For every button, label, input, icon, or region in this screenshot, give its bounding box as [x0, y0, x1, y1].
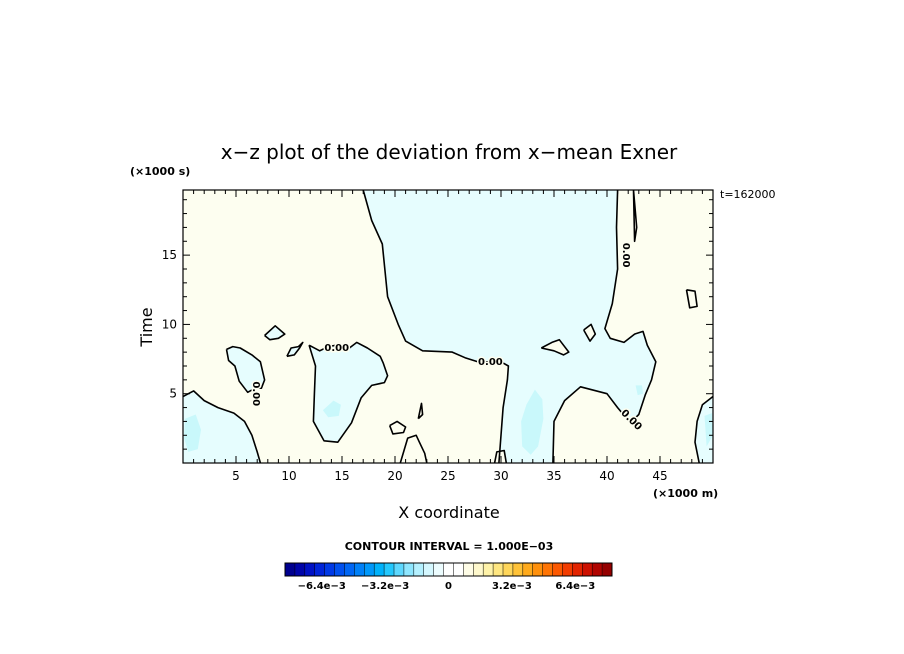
- contour-line-2: [183, 390, 262, 463]
- colorbar-swatch-1: [294, 563, 306, 576]
- shaded-region-5: [264, 325, 285, 340]
- x-tick-label: 25: [440, 469, 455, 483]
- contour-line-1: [552, 190, 657, 463]
- colorbar-swatch-18: [463, 563, 474, 576]
- colorbar-swatch-15: [433, 563, 444, 576]
- shaded-region-0: [363, 190, 656, 463]
- contour-label-3: 0.00: [620, 243, 631, 268]
- contour-line-8: [388, 420, 407, 435]
- shaded-region-15: [635, 385, 643, 396]
- colorbar-tick-label: 3.2e−3: [492, 581, 532, 592]
- y-tick-label: 10: [162, 317, 177, 331]
- shaded-region-4: [286, 342, 303, 357]
- colorbar-swatch-32: [602, 563, 613, 576]
- colorbar-tick-label: −3.2e−3: [361, 581, 409, 592]
- colorbar-swatch-6: [344, 563, 355, 576]
- shaded-region-8: [494, 450, 507, 463]
- contour-label-0: 0.00: [324, 343, 349, 354]
- contour-line-14: [493, 449, 508, 463]
- colorbar-swatch-13: [413, 563, 425, 576]
- colorbar-swatch-28: [562, 563, 573, 576]
- colorbar-swatch-22: [503, 563, 514, 576]
- colorbar-swatch-24: [522, 563, 534, 576]
- colorbar-swatch-8: [364, 563, 375, 576]
- x-tick-label: 10: [281, 469, 296, 483]
- contour-line-0: [362, 190, 510, 463]
- colorbar-swatch-10: [384, 563, 395, 576]
- colorbar-swatch-23: [512, 563, 524, 576]
- colorbar-swatch-29: [572, 563, 583, 576]
- colorbar-swatch-5: [334, 563, 345, 576]
- contour-interval-text: CONTOUR INTERVAL = 1.000E−03: [345, 540, 554, 553]
- y-axis-label: Time: [137, 307, 156, 347]
- colorbar-swatch-27: [552, 563, 563, 576]
- colorbar-frame: [284, 562, 613, 577]
- x-axis-label: X coordinate: [398, 503, 499, 522]
- colorbar-swatch-2: [304, 563, 316, 576]
- shaded-regions: [183, 190, 713, 463]
- colorbar-swatch-4: [324, 563, 335, 576]
- contour-line-6: [264, 324, 286, 341]
- x-tick-label: 40: [599, 469, 614, 483]
- contour-line-4: [308, 341, 389, 444]
- shaded-region-6: [695, 396, 713, 463]
- colorbar-swatch-30: [582, 563, 593, 576]
- contour-line-15: [694, 395, 713, 463]
- colorbar-tick-label: −6.4e−3: [298, 581, 346, 592]
- colorbar-swatch-0: [285, 563, 296, 576]
- shaded-region-11: [521, 389, 544, 455]
- colorbar-tick-label: 0: [445, 581, 452, 592]
- x-tick-label: 30: [493, 469, 508, 483]
- y-unit-label: (×1000 s): [130, 165, 190, 178]
- x-tick-label: 15: [334, 469, 349, 483]
- contour-label-2: 0.00: [250, 381, 261, 406]
- zero-contours: [183, 190, 713, 463]
- contour-line-7: [399, 434, 428, 463]
- colorbar-swatch-3: [314, 563, 325, 576]
- x-unit-label: (×1000 m): [653, 487, 718, 500]
- colorbar-swatch-11: [394, 563, 405, 576]
- contour-line-11: [685, 289, 698, 309]
- axis-ticks: 5 10 15 20 25 30 35 40 45 5 10 15: [162, 190, 713, 483]
- contour-line-12: [583, 323, 597, 342]
- x-tick-label: 45: [652, 469, 667, 483]
- colorbar-swatch-31: [592, 563, 603, 576]
- shaded-region-3: [309, 342, 388, 443]
- colorbar-swatch-17: [453, 563, 464, 576]
- chart-title: x−z plot of the deviation from x−mean Ex…: [221, 140, 678, 164]
- colorbar-swatch-7: [354, 563, 365, 576]
- contour-line-3: [225, 345, 266, 394]
- colorbar-swatch-16: [443, 563, 454, 576]
- colorbar-swatch-9: [374, 563, 385, 576]
- shaded-region-13: [322, 400, 341, 418]
- colorbar-tick-labels: −6.4e−3 −3.2e−3 0 3.2e−3 6.4e−3: [298, 581, 596, 592]
- shaded-region-1: [183, 390, 261, 463]
- colorbar-tick-label: 6.4e−3: [555, 581, 595, 592]
- plot-area: 0.000.000.000.000.00 5 10 15 20 25 30 35 40 4551…: [162, 189, 714, 483]
- colorbar-swatch-12: [403, 563, 415, 576]
- contour-line-10: [632, 190, 638, 243]
- contour-line-13: [540, 338, 570, 356]
- y-tick-label: 15: [162, 248, 177, 262]
- x-tick-label: 20: [387, 469, 402, 483]
- colorbar-swatch-26: [542, 563, 553, 576]
- x-tick-label: 5: [232, 469, 240, 483]
- time-annotation: t=162000: [720, 188, 776, 201]
- y-tick-label: 5: [169, 387, 177, 401]
- colorbar-swatch-14: [423, 563, 434, 576]
- colorbar-swatch-20: [483, 563, 494, 576]
- contour-line-5: [286, 341, 304, 358]
- colorbar: [284, 562, 613, 577]
- contour-line-9: [417, 402, 424, 420]
- x-tick-label: 35: [546, 469, 561, 483]
- colorbar-swatch-25: [532, 563, 543, 576]
- colorbar-swatch-21: [493, 563, 504, 576]
- contour-label-1: 0.00: [478, 357, 503, 368]
- shaded-region-12: [184, 414, 201, 452]
- colorbar-swatch-19: [473, 563, 484, 576]
